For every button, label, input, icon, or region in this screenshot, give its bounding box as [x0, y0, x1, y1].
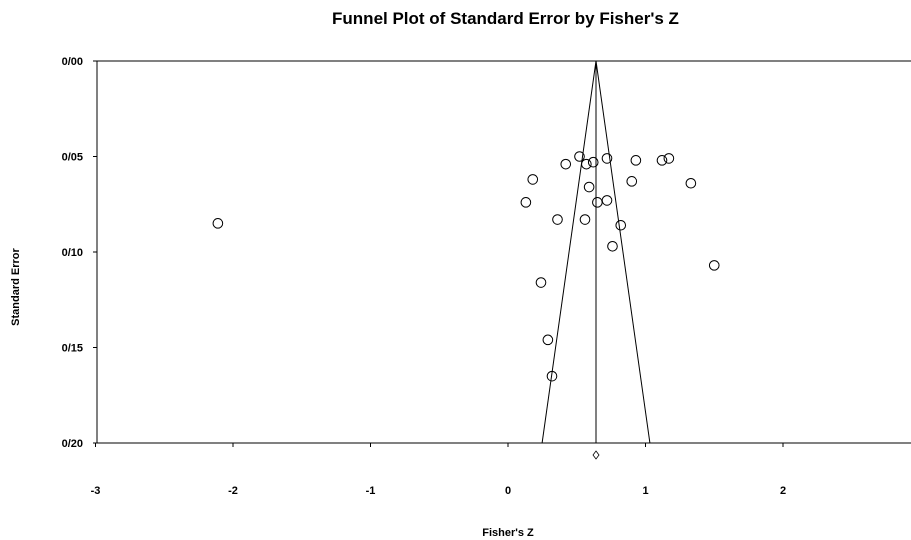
study-point — [581, 158, 592, 170]
y-tick-label: 0/00 — [62, 56, 83, 68]
study-point — [546, 370, 558, 382]
study-point — [520, 197, 532, 208]
funnel-right-limit — [595, 60, 651, 444]
study-point — [212, 218, 224, 229]
x-tick-label: 1 — [642, 485, 648, 497]
x-tick-label: -3 — [91, 485, 101, 497]
study-point — [583, 181, 595, 193]
study-point — [607, 240, 618, 252]
study-point — [708, 260, 720, 271]
study-point — [663, 153, 675, 164]
y-tick-label: 0/15 — [62, 343, 83, 355]
study-point — [535, 277, 547, 288]
study-point — [601, 195, 613, 206]
study-point — [592, 197, 603, 208]
study-point — [656, 155, 668, 166]
x-tick-label: 0 — [505, 485, 511, 497]
study-point — [552, 214, 563, 225]
study-point — [542, 334, 554, 346]
study-point — [527, 174, 539, 185]
funnel-left-limit — [541, 60, 597, 444]
study-point — [560, 158, 572, 170]
y-tick-label: 0/20 — [62, 438, 83, 450]
y-tick-label: 0/05 — [62, 152, 83, 164]
x-tick-label: -2 — [228, 485, 238, 497]
summary-diamond — [592, 450, 600, 460]
study-point — [587, 156, 599, 168]
study-point — [601, 153, 613, 164]
study-point — [615, 219, 627, 231]
x-tick-label: -1 — [366, 485, 376, 497]
study-point — [574, 151, 585, 162]
x-tick-label: 2 — [780, 485, 786, 497]
study-point — [579, 214, 591, 225]
study-point — [630, 155, 642, 166]
study-point — [626, 176, 638, 187]
chart-title: Funnel Plot of Standard Error by Fisher'… — [332, 9, 679, 28]
study-point — [685, 177, 697, 189]
x-axis-label: Fisher's Z — [482, 527, 534, 539]
y-tick-label: 0/10 — [62, 247, 83, 259]
